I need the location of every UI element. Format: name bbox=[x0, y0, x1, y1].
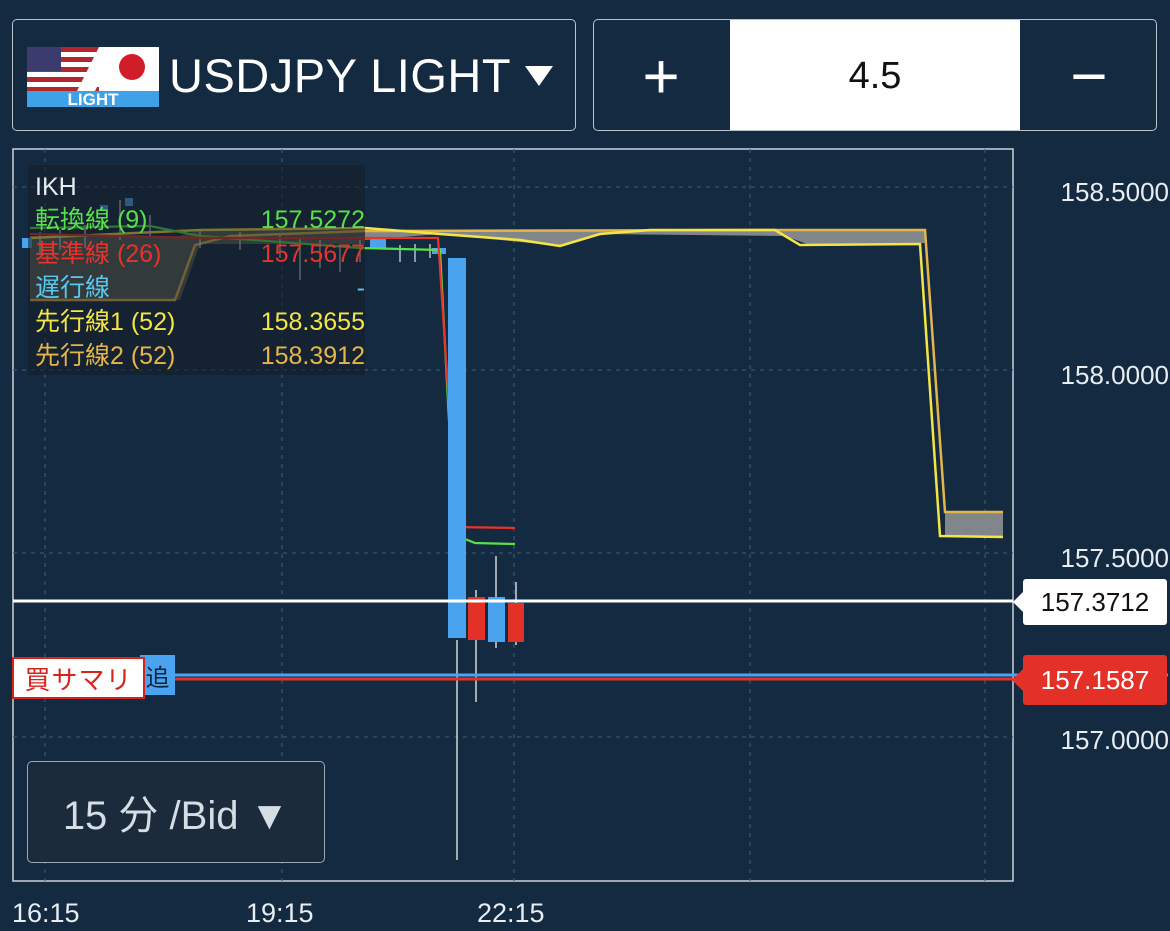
symbol-name: USDJPY LIGHT bbox=[169, 49, 512, 102]
ikh-row-kijun: 基準線 (26) 157.5677 bbox=[35, 237, 365, 271]
drop-candle-body bbox=[448, 258, 466, 638]
ikh-row-tenkan: 転換線 (9) 157.5272 bbox=[35, 203, 365, 237]
lot-increase-button[interactable]: + bbox=[642, 40, 680, 112]
ikh-row-senkou2: 先行線2 (52) 158.3912 bbox=[35, 339, 365, 373]
ikh-row-senkou1: 先行線1 (52) 158.3655 bbox=[35, 305, 365, 339]
buy-summary-tag[interactable]: 買サマリ bbox=[12, 657, 145, 699]
current-price-pointer bbox=[1013, 590, 1025, 614]
ikh-value: - bbox=[356, 274, 365, 302]
lot-stepper: + 4.5 − bbox=[593, 19, 1157, 131]
price-axis-label: 157.5000 bbox=[1060, 543, 1169, 573]
price-axis-label: 158.0000 bbox=[1060, 360, 1169, 390]
senkou-span-1-line bbox=[29, 226, 1004, 539]
lot-decrease-button[interactable]: − bbox=[1070, 40, 1108, 112]
position-price-pointer bbox=[1012, 668, 1024, 692]
ikh-value: 158.3655 bbox=[260, 308, 365, 336]
ikh-title: IKH bbox=[35, 173, 77, 201]
price-axis-label: 157.0000 bbox=[1060, 725, 1169, 755]
lot-value-field[interactable]: 4.5 bbox=[730, 20, 1020, 130]
down-candle bbox=[508, 603, 524, 642]
ikh-value: 157.5272 bbox=[260, 206, 365, 234]
ikh-legend: IKH 転換線 (9) 157.5272 基準線 (26) 157.5677 遅… bbox=[28, 165, 365, 375]
ikh-label: 先行線2 (52) bbox=[35, 342, 176, 370]
time-axis-label: 22:15 bbox=[477, 898, 545, 928]
ikh-label: 遅行線 bbox=[35, 274, 111, 302]
ikh-label: 先行線1 (52) bbox=[35, 308, 176, 336]
ikh-row-chikou: 遅行線 - bbox=[35, 271, 365, 305]
time-axis-label: 16:15 bbox=[12, 898, 80, 928]
plot-frame bbox=[12, 148, 1014, 882]
up-candle bbox=[488, 597, 505, 642]
ikh-value: 158.3912 bbox=[260, 342, 365, 370]
ikh-label: 基準線 (26) bbox=[35, 240, 162, 268]
time-axis-label: 19:15 bbox=[246, 898, 314, 928]
flag-badge-label: LIGHT bbox=[68, 90, 120, 107]
ikh-label: 転換線 (9) bbox=[35, 206, 148, 234]
current-price-label: 157.3712 bbox=[1023, 579, 1167, 625]
down-candle bbox=[468, 597, 485, 640]
usd-jpy-flag-icon: LIGHT bbox=[27, 47, 159, 107]
price-axis-label: 158.5000 bbox=[1060, 177, 1169, 207]
chevron-down-icon bbox=[525, 66, 553, 86]
position-price-label: 157.1587 bbox=[1023, 655, 1167, 705]
ikh-value: 157.5677 bbox=[260, 240, 365, 268]
timeframe-selector-button[interactable]: 15 分 /Bid ▼ bbox=[27, 761, 325, 863]
position-side-tag[interactable]: 追 bbox=[140, 655, 175, 695]
symbol-selector[interactable]: LIGHT USDJPY LIGHT bbox=[12, 19, 576, 131]
